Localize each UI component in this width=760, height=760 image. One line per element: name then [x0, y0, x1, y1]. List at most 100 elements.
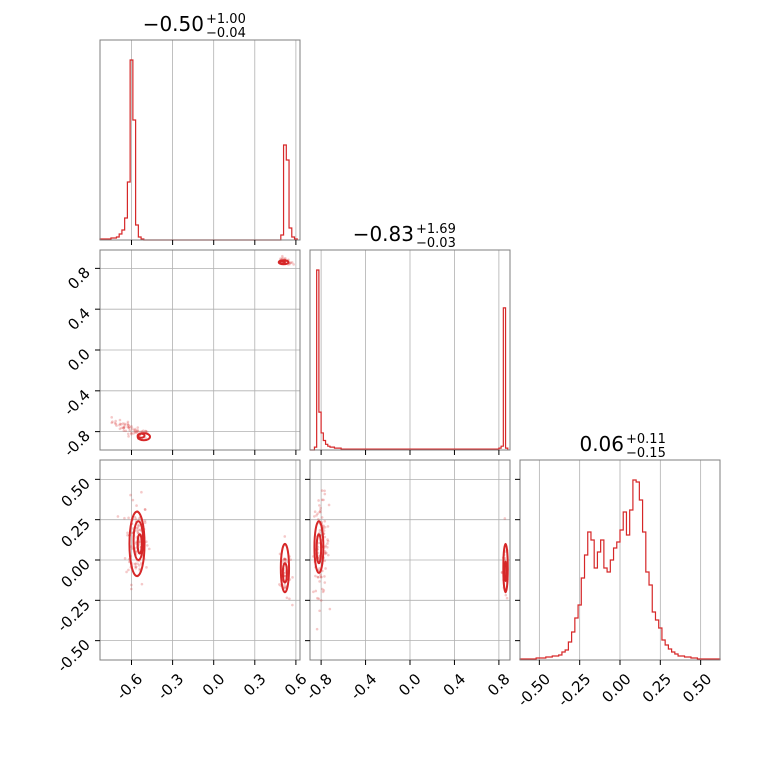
scatter-point [317, 499, 320, 502]
xtick-label-row3-col1-2: 0.0 [199, 670, 229, 700]
scatter-point [323, 535, 327, 539]
scatter-point [130, 587, 133, 591]
scatter-point [322, 524, 325, 528]
scatter-point [326, 545, 329, 549]
scatter-point [313, 515, 316, 518]
scatter-point [122, 425, 126, 428]
scatter-point [316, 575, 320, 579]
scatter-point [285, 596, 289, 600]
scatter-point [134, 566, 138, 570]
scatter-point [320, 498, 324, 502]
scatter-point [129, 431, 133, 435]
density-contour-row3-col2-1 [315, 533, 323, 565]
scatter-point [126, 423, 130, 427]
title-minus-diag-2: −0.03 [416, 236, 456, 251]
scatter-point [283, 574, 287, 578]
scatter-point [323, 525, 327, 529]
scatter-point [134, 565, 137, 569]
scatter-point [284, 558, 288, 562]
xtick-label-row3-col2-3: 0.4 [440, 670, 470, 700]
scatter-point [140, 490, 143, 494]
scatter-point [126, 425, 130, 429]
scatter-point [284, 557, 287, 561]
scatter-point [319, 573, 322, 577]
scatter-point [318, 528, 322, 532]
scatter-point [320, 489, 324, 492]
scatter-point [322, 498, 325, 502]
panel-title-diag-2: −0.83 +1.69−0.03 [353, 222, 456, 251]
scatter-point [127, 516, 130, 520]
scatter-point [283, 583, 286, 587]
scatter-point [126, 533, 129, 537]
scatter-point [312, 590, 315, 594]
scatter-point [124, 429, 128, 433]
scatter-point [136, 526, 140, 529]
scatter-point [127, 568, 130, 572]
scatter-point [146, 544, 149, 547]
scatter-point [126, 420, 130, 424]
scatter-point [327, 503, 331, 507]
panel-frame-diag-1 [99, 39, 301, 241]
title-median-diag-2: −0.83 [353, 222, 414, 246]
scatter-point [126, 531, 129, 535]
scatter-point [110, 416, 114, 419]
scatter-point [131, 427, 134, 430]
grid-layer [100, 40, 702, 660]
scatter-point [134, 429, 137, 432]
scatter-point [136, 562, 139, 565]
scatter-point [110, 421, 114, 425]
scatter-point [319, 508, 322, 512]
scatter-point [316, 512, 319, 515]
density-contour-row3-col2-2 [502, 542, 509, 594]
scatter-point [134, 430, 137, 433]
scatter-point [111, 420, 114, 424]
scatter-point [122, 426, 125, 430]
scatter-point [120, 426, 123, 430]
scatter-point [327, 553, 330, 557]
xtick-label-diag-3-0: -0.50 [514, 670, 554, 710]
scatter-point [138, 540, 141, 544]
panel-title-diag-1: −0.50 +1.00−0.04 [143, 12, 246, 41]
xtick-label-row3-col2-0: -0.8 [302, 670, 335, 703]
scatter-point [144, 429, 148, 433]
scatter-point [148, 547, 151, 551]
scatter-point [281, 254, 284, 258]
scatter-point [324, 551, 327, 555]
density-contour-row3-col1-2 [136, 533, 143, 555]
scatter-point [137, 517, 141, 520]
scatter-point [137, 564, 141, 567]
ytick-label-row2-col1-3: -0.4 [60, 386, 93, 419]
title-plus-diag-1: +1.00 [206, 12, 246, 27]
scatter-point [143, 519, 147, 523]
scatter-point [323, 492, 327, 496]
scatter-point [279, 257, 282, 261]
scatter-point [283, 557, 286, 561]
scatter-point [317, 575, 320, 579]
scatter-point [323, 552, 327, 556]
scatter-point [322, 529, 326, 532]
scatter-point [281, 256, 284, 260]
ytick-label-row3-col1-4: -0.50 [54, 636, 94, 676]
scatter-point [320, 575, 323, 579]
density-contour-row3-col1-3 [279, 542, 291, 594]
scatter-point [283, 558, 286, 562]
scatter-point [138, 567, 142, 571]
scatter-point [128, 425, 132, 429]
density-contour-row2-col1-3 [278, 260, 286, 265]
scatter-point [135, 526, 139, 530]
scatter-point [323, 575, 326, 578]
scatter-point [322, 589, 326, 592]
ytick-label-row2-col1-1: 0.4 [64, 304, 94, 334]
ytick-label-row3-col1-2: 0.00 [57, 555, 93, 591]
title-plus-diag-3: +0.11 [626, 432, 666, 447]
scatter-point [290, 261, 294, 264]
scatter-point [292, 263, 295, 266]
scatter-point [137, 523, 140, 527]
scatter-point [288, 597, 291, 601]
scatter-point [139, 528, 142, 531]
xtick-label-row3-col1-1: -0.3 [154, 670, 187, 703]
scatter-point [128, 427, 131, 430]
scatter-point [129, 493, 132, 497]
scatter-point [130, 432, 133, 436]
scatter-point [318, 580, 321, 583]
